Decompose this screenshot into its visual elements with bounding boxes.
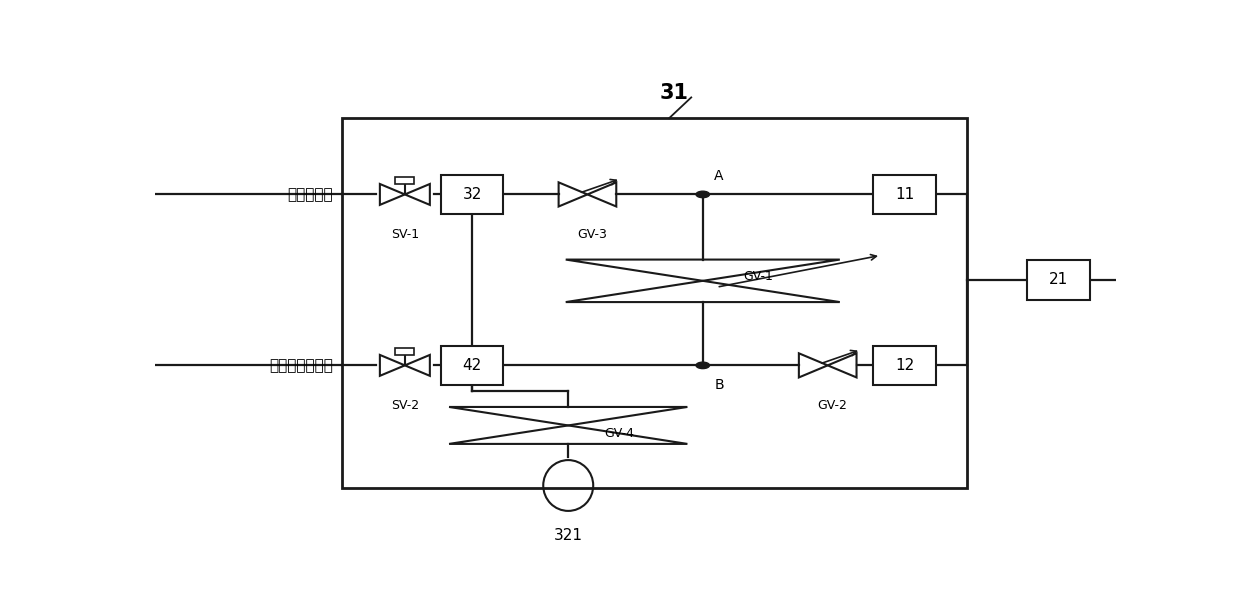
Text: 11: 11: [895, 187, 914, 202]
Text: 天然气来源: 天然气来源: [288, 187, 332, 202]
Text: 12: 12: [895, 358, 914, 373]
Circle shape: [696, 191, 709, 197]
FancyBboxPatch shape: [873, 346, 936, 385]
Text: 321: 321: [554, 529, 583, 544]
Text: A: A: [714, 169, 724, 183]
Text: 32: 32: [463, 187, 482, 202]
FancyBboxPatch shape: [873, 175, 936, 214]
FancyBboxPatch shape: [441, 346, 503, 385]
Text: B: B: [714, 379, 724, 392]
Text: GV-4: GV-4: [605, 427, 635, 440]
Text: GV-3: GV-3: [578, 227, 608, 241]
Text: GV-2: GV-2: [817, 398, 847, 412]
FancyBboxPatch shape: [396, 176, 414, 184]
Text: 42: 42: [463, 358, 482, 373]
Text: 31: 31: [660, 83, 688, 103]
Circle shape: [696, 362, 709, 368]
FancyBboxPatch shape: [1027, 260, 1090, 299]
Text: GV-1: GV-1: [743, 270, 773, 283]
Text: SV-2: SV-2: [391, 398, 419, 412]
FancyBboxPatch shape: [441, 175, 503, 214]
Text: 21: 21: [1049, 272, 1068, 287]
FancyBboxPatch shape: [396, 347, 414, 355]
Text: 低热值气体来源: 低热值气体来源: [269, 358, 332, 373]
Text: SV-1: SV-1: [391, 227, 419, 241]
